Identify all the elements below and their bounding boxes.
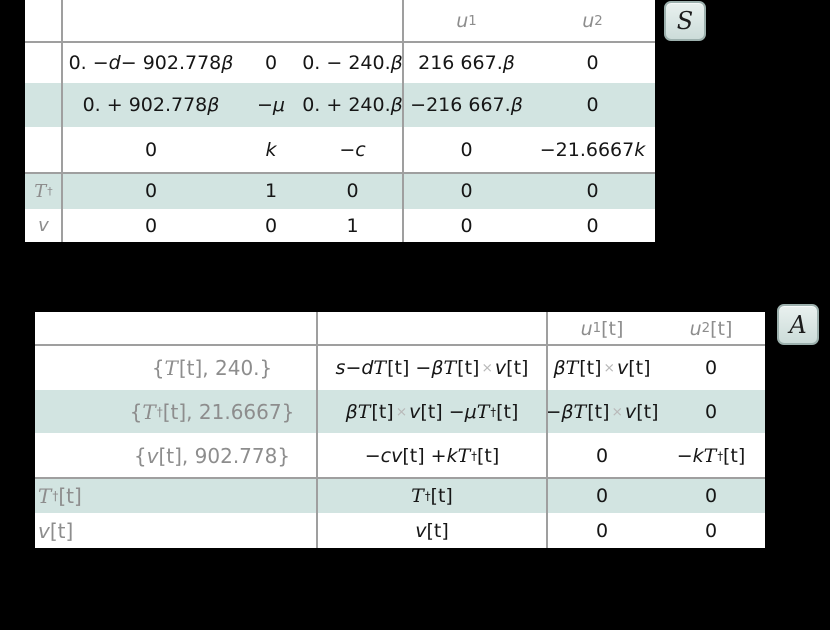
cell: − β T [t] × v [t]: [545, 390, 659, 433]
grid-divider: [402, 0, 404, 242]
corner-cell: [35, 312, 317, 345]
cell: −216 667. β: [403, 83, 530, 127]
cell: −21.6667 k: [539, 139, 646, 161]
cell: 0. + 240. β: [302, 83, 403, 127]
cell: − k T † [t]: [676, 444, 746, 467]
corner-cell: [25, 0, 62, 42]
cell: 0: [460, 139, 473, 161]
cell: 0. − d − 902.778 β: [68, 51, 234, 74]
grid-divider: [546, 312, 548, 548]
input-header-u1t: u 1 [t]: [580, 317, 624, 340]
cell: k: [265, 139, 277, 161]
cell: 0: [264, 51, 278, 74]
output-row-label-T-dagger-t: T † [t]: [35, 478, 317, 513]
state-init-cell: {T [t], 240.}: [151, 355, 273, 380]
cell: − μ: [240, 83, 302, 127]
cell: v [t]: [415, 519, 449, 542]
cell: 0: [264, 214, 278, 237]
row-label: [25, 83, 62, 127]
cell: 0. − 240. β: [302, 51, 403, 74]
grid-divider: [316, 312, 318, 548]
cell: 0: [530, 173, 655, 209]
output-row-label-v: v: [38, 215, 49, 236]
cell: − c: [339, 139, 366, 161]
header-cell: [240, 0, 302, 42]
cell: 0: [657, 390, 765, 433]
grid-divider: [35, 344, 765, 346]
affine-state-space-model-table: u 1 [t] u 2 [t] {T [t], 240.} s − d T [t] − β …: [35, 312, 765, 548]
header-cell: [62, 0, 240, 42]
header-cell: [302, 0, 403, 42]
cell: 216 667. β: [418, 51, 515, 74]
cell: 1: [346, 214, 359, 237]
cell: 0: [657, 478, 765, 513]
cell: 0: [144, 214, 158, 237]
cell: 0. + 902.778 β: [62, 83, 240, 127]
grid-divider: [25, 172, 655, 174]
grid-divider: [61, 0, 63, 242]
cell: 0: [530, 83, 655, 127]
cell: 1: [240, 173, 302, 209]
cell: 0: [547, 478, 657, 513]
header-cell: [317, 312, 547, 345]
row-label: [25, 127, 62, 173]
output-row-label-T-dagger: T †: [25, 173, 62, 209]
row-label: [25, 42, 62, 83]
cell: 0: [302, 173, 403, 209]
affine-model-badge: A: [777, 304, 819, 345]
cell: − c v [t] + k T † [t]: [364, 444, 500, 467]
output-row-label-vt: v [t]: [38, 518, 74, 543]
cell: 0: [595, 519, 609, 542]
cell: 0: [704, 356, 718, 379]
input-header-u2t: u 2 [t]: [689, 317, 733, 340]
state-init-cell: {v [t], 902.778}: [133, 443, 291, 468]
grid-divider: [35, 477, 765, 479]
cell: 0: [595, 444, 609, 467]
cell: 0: [704, 519, 718, 542]
cell: s − d T [t] − β T [t] × v [t]: [335, 356, 529, 379]
cell: β T [t] × v [t]: [553, 356, 651, 379]
cell: T † [t]: [317, 478, 547, 513]
cell: 0: [586, 214, 599, 237]
cell: 0: [62, 173, 240, 209]
cell: 0: [403, 173, 530, 209]
cell: β T [t] × v [t] − μ T † [t]: [317, 390, 547, 433]
cell: 0: [460, 214, 473, 237]
cell: 0: [144, 139, 158, 161]
cell: 0: [586, 51, 599, 74]
grid-divider: [25, 41, 655, 43]
state-init-cell: {T † [t], 21.6667}: [35, 390, 317, 433]
state-space-model-badge: S: [664, 1, 706, 41]
